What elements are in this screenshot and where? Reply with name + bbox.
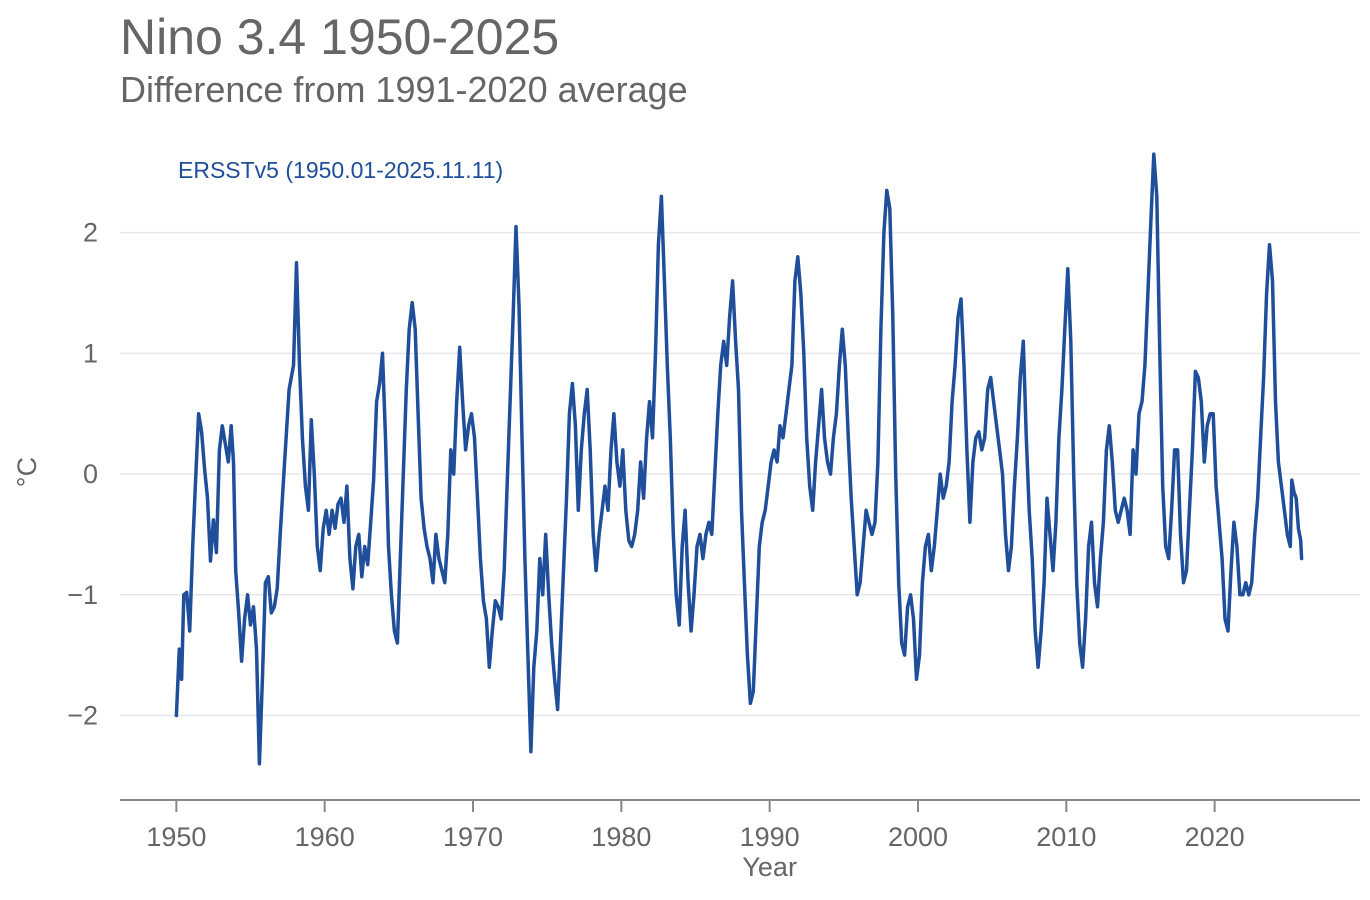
x-tick-label: 1970 [443,822,503,852]
x-axis-ticks: 1950 1960 1970 1980 1990 2000 2010 2020 [146,800,1245,852]
x-tick-label: 1980 [591,822,651,852]
x-tick-label: 1960 [295,822,355,852]
y-tick-label: 0 [83,459,98,489]
y-tick-label: 2 [83,218,98,248]
y-tick-label: −2 [67,700,98,730]
y-tick-label: 1 [83,338,98,368]
series-label: ERSSTv5 (1950.01-2025.11.11) [178,157,503,183]
x-axis-title: Year [742,852,797,882]
chart-title: Nino 3.4 1950-2025 [120,9,560,65]
chart-subtitle: Difference from 1991-2020 average [120,69,688,110]
x-tick-label: 1950 [146,822,206,852]
series-line-ersstv5 [174,152,1304,766]
x-tick-label: 1990 [740,822,800,852]
x-tick-label: 2000 [888,822,948,852]
y-axis-title: °C [12,457,42,487]
x-tick-label: 2020 [1185,822,1245,852]
y-axis-ticks: −2 −1 0 1 2 [67,218,98,731]
x-tick-label: 2010 [1036,822,1096,852]
y-tick-label: −1 [67,580,98,610]
